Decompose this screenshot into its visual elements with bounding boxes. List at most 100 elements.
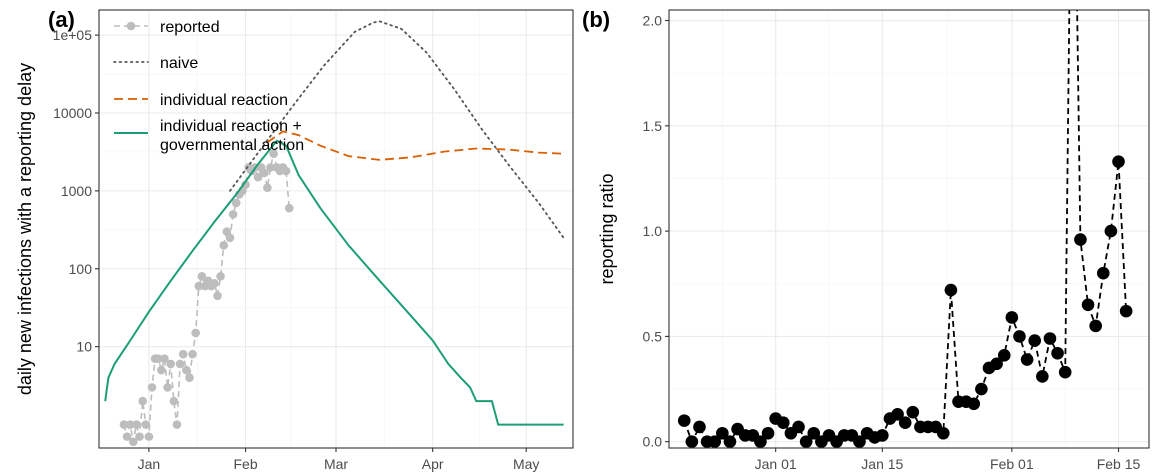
point-ratio [807,426,821,440]
point-ratio [944,283,958,297]
point-ratio [906,405,920,419]
panel-a-frame [98,9,574,449]
point-ratio [685,435,699,448]
x-tick-label: Feb 15 [1097,456,1141,472]
x-tick-label: Feb [234,456,258,472]
point-reported [175,359,185,369]
point-ratio [1058,365,1072,379]
legend-label: reported [160,19,220,36]
point-reported [125,420,135,429]
x-tick-label: Jan 01 [755,456,797,472]
point-ratio [776,416,790,430]
panel-b: Jan 01 Jan 15 Feb 01 Feb 150.00.51.01.52.0 … [582,7,1150,472]
point-reported [284,203,294,213]
point-reported [178,349,188,359]
panel-b-label: (b) [582,7,610,32]
point-ratio [853,435,866,448]
point-reported [253,172,263,182]
panel-a-legend: reported naive individual reaction individu… [113,19,304,154]
point-ratio [1119,304,1133,318]
point-reported [153,354,163,364]
point-reported [166,359,176,369]
x-tick-label: Mar [324,456,348,472]
point-ratio [1096,266,1110,280]
point-ratio [1112,155,1125,168]
point-reported [135,432,144,441]
point-reported [241,180,250,190]
point-ratio [936,426,950,440]
point-reported [216,272,225,281]
point-reported [194,281,204,291]
y-tick-label: 0.5 [643,328,663,344]
point-reported [160,354,169,364]
point-reported [191,328,200,338]
panel-b-frame [668,9,1150,449]
x-tick-label: Jan 15 [861,456,903,472]
point-reported [210,279,219,288]
point-reported [157,365,166,375]
point-reported [197,272,207,281]
point-reported [122,432,132,441]
point-ratio [754,435,767,448]
point-ratio [1051,346,1064,360]
panel-b-background [669,10,1149,448]
point-ratio [1089,319,1102,333]
legend-label: governmental action [160,137,304,154]
point-ratio [792,420,805,434]
point-reported [138,396,147,406]
x-tick-label: May [513,456,539,472]
point-reported [172,420,182,429]
y-tick-label: 0.0 [643,434,663,450]
point-reported [182,365,191,375]
legend-label: individual reaction + [160,118,302,135]
panel-a-ylabel: daily new infections with a reporting de… [15,63,35,395]
point-ratio [1013,330,1026,343]
point-ratio [1036,370,1049,383]
point-reported [132,420,141,429]
y-tick-label: 1e+05 [53,27,93,43]
point-ratio [898,416,912,430]
point-reported [266,163,275,172]
point-ratio [799,435,813,448]
point-reported [185,373,194,382]
point-reported [119,420,129,429]
point-reported [129,437,138,447]
point-reported [147,383,157,392]
series-gov-action-line [104,139,564,426]
point-ratio [1020,353,1034,366]
point-ratio [1104,224,1118,238]
point-ratio [1005,311,1019,324]
x-tick-label: Apr [422,456,444,472]
point-ratio [975,382,988,396]
legend-label: naive [160,55,198,72]
point-ratio [1074,233,1087,246]
y-tick-label: 10000 [53,105,92,121]
point-reported [144,432,154,441]
point-ratio [1028,334,1042,347]
point-reported [188,349,197,359]
panel-b-ylabel: reporting ratio [597,173,617,284]
point-ratio [677,414,691,427]
point-reported [163,383,172,392]
y-tick-label: 10 [76,339,92,355]
point-reported [259,168,269,178]
series-individual-reaction-line [266,130,564,161]
point-reported [281,166,291,176]
point-reported [231,198,241,208]
point-reported [228,210,238,219]
point-reported [263,183,272,192]
point-ratio [1081,298,1095,312]
point-ratio [891,408,904,421]
x-tick-label: Feb 01 [990,456,1034,472]
point-ratio [1043,332,1057,345]
panel-a: Jan Feb Mar Apr May 10 100 1000 10000 1e+05 (a) d… [15,7,574,472]
point-reported [141,420,151,429]
series-naive-line [229,20,565,239]
point-ratio [693,420,706,434]
legend-key-reported-point [126,21,136,31]
point-ratio [708,435,722,448]
panel-a-label: (a) [48,7,75,32]
point-reported [219,241,229,250]
point-ratio [716,426,729,440]
point-ratio [723,435,737,448]
